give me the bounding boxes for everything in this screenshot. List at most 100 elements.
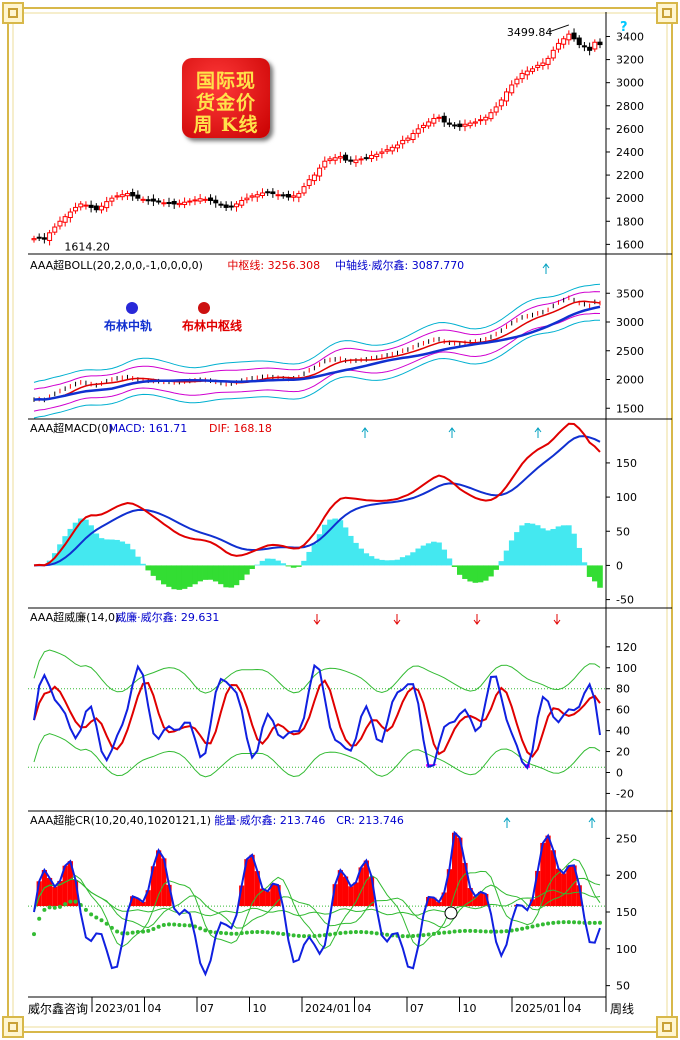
cr-dot: [270, 930, 275, 935]
macd-histogram-bar: [140, 563, 146, 566]
help-icon[interactable]: ?: [620, 20, 628, 35]
cr-dot: [312, 934, 317, 939]
candle-body: [228, 205, 234, 208]
macd-histogram-bar: [358, 548, 364, 566]
macd-histogram-bar: [259, 560, 266, 566]
buy-signal-arrow: [542, 263, 550, 274]
cr-dot: [141, 929, 146, 934]
period-label[interactable]: 周线: [610, 1002, 635, 1016]
cr-dot: [291, 933, 296, 938]
cr-fill-bar: [467, 888, 473, 907]
macd-histogram-bar: [238, 565, 245, 581]
cr-dot: [535, 923, 540, 928]
candle-body: [504, 91, 510, 102]
cr-dot: [244, 930, 249, 935]
cr-dot: [442, 930, 447, 935]
boll-readout: 中枢线: 3256.308: [227, 258, 320, 272]
y-tick-label: 1500: [616, 402, 644, 415]
cr-fill-bar: [561, 873, 567, 907]
macd-histogram-bar: [290, 565, 297, 568]
candle-body: [166, 202, 172, 205]
buy-signal-arrow: [534, 427, 542, 438]
candle-body: [322, 160, 328, 168]
y-tick-label: 150: [616, 457, 637, 470]
cr-dot: [514, 927, 519, 932]
candle-body: [483, 116, 489, 121]
x-tick-label: 2023/01: [95, 1002, 141, 1015]
y-tick-label: 1800: [616, 215, 644, 228]
candle-body: [291, 195, 297, 198]
macd-histogram-bar: [62, 536, 68, 566]
macd-histogram-bar: [498, 561, 505, 566]
candle-body: [202, 198, 208, 201]
cr-fill-bar: [52, 886, 58, 907]
macd-histogram-bar: [342, 527, 349, 566]
cr-dot: [172, 922, 177, 927]
macd-histogram-bar: [103, 539, 110, 566]
candle-body: [555, 42, 561, 50]
cr-fill-bar: [57, 880, 63, 907]
sell-signal-arrow: [553, 614, 561, 625]
cr-dot: [468, 928, 473, 933]
macd-histogram-bar: [571, 533, 577, 566]
cr-dot: [130, 930, 135, 935]
cr-dot: [73, 899, 78, 904]
candle-body: [249, 195, 255, 198]
cr-fill-bar: [446, 869, 453, 907]
title-stamp: 国际现 货金价 周 K线: [182, 58, 270, 138]
boll-upper-inner: [33, 291, 601, 390]
candle-body: [161, 202, 167, 205]
cr-fill-bar: [462, 862, 468, 907]
cr-dot: [385, 932, 390, 937]
macd-histogram-bar: [451, 565, 458, 567]
macd-histogram-bar: [592, 565, 598, 582]
candle-body: [337, 156, 343, 159]
cr-dot: [229, 931, 234, 936]
cr-fill-bar: [145, 890, 151, 907]
macd-line: [33, 435, 601, 567]
cr-fill-bar: [529, 899, 536, 907]
cr-dot: [57, 904, 62, 909]
candle-body: [78, 203, 84, 208]
candle-body: [452, 124, 458, 127]
macd-histogram-bar: [67, 528, 74, 566]
candle-body: [301, 186, 307, 194]
y-tick-label: 250: [616, 832, 637, 845]
boll-mid-line: [33, 300, 601, 401]
candle-body: [119, 194, 125, 198]
macd-histogram-bar: [233, 565, 240, 586]
cr-dot: [234, 931, 239, 936]
candle-body: [109, 197, 115, 202]
candle-body: [332, 157, 338, 161]
macd-lines: [33, 422, 603, 590]
macd-histogram-bar: [119, 541, 126, 566]
candle-body: [52, 226, 58, 233]
boll-legend-label: 布林中枢线: [182, 318, 242, 333]
candle-body: [587, 46, 593, 51]
macd-histogram-bar: [410, 552, 416, 566]
cr-fill-bar: [140, 901, 146, 907]
x-tick-label: 10: [253, 1002, 267, 1015]
boll-lower-inner: [33, 312, 601, 412]
cr-fill-bar: [431, 897, 437, 907]
cr-dot: [296, 933, 301, 938]
smiley-marker: [444, 906, 458, 920]
cr-dot: [405, 934, 410, 939]
candle-body: [374, 153, 380, 158]
cr-dot: [177, 922, 182, 927]
macd-histogram-bar: [405, 555, 411, 566]
cr-dot: [32, 932, 36, 937]
macd-histogram-bar: [576, 547, 583, 566]
macd-histogram-bar: [493, 565, 499, 570]
y-tick-label: 120: [616, 641, 637, 654]
cr-fill-bar: [368, 876, 375, 907]
cr-fill-bar: [244, 859, 250, 907]
candle-body: [514, 78, 520, 85]
candle-body: [545, 57, 551, 65]
cr-dot: [411, 934, 416, 939]
macd-histogram-bar: [508, 540, 515, 566]
cr-dot: [276, 931, 281, 936]
cr-fill-bar: [571, 865, 577, 907]
y-tick-label: 2500: [616, 345, 644, 358]
candle-body: [244, 197, 250, 201]
